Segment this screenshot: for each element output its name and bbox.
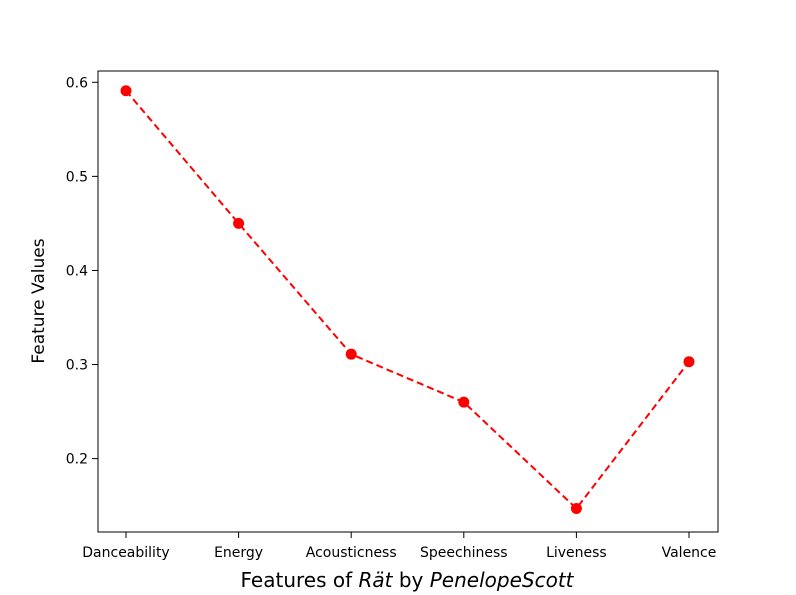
data-point-liveness	[570, 502, 582, 514]
x-tick-label: Liveness	[546, 545, 607, 561]
data-point-danceability	[120, 85, 132, 97]
y-tick-label: 0.4	[66, 263, 88, 279]
x-tick-label: Danceability	[82, 545, 169, 561]
y-tick-label: 0.6	[66, 75, 88, 91]
data-point-acousticness	[345, 348, 357, 360]
y-axis-title: Feature Values	[29, 238, 49, 363]
x-axis-title-artist: PenelopeScott	[430, 568, 575, 592]
y-axis-ticks: 0.2 0.3 0.4 0.5 0.6	[66, 75, 98, 468]
x-axis-title: Features of Rät by PenelopeScott	[241, 568, 575, 592]
data-point-valence	[683, 356, 695, 368]
x-tick-label: Speechiness	[420, 545, 508, 561]
plot-area	[97, 70, 719, 533]
data-point-energy	[233, 217, 245, 229]
x-axis-title-song: Rät	[359, 568, 394, 592]
x-axis-title-prefix: Features of	[241, 568, 359, 592]
data-point-speechiness	[458, 396, 470, 408]
data-points	[120, 85, 695, 514]
x-tick-label: Acousticness	[306, 545, 397, 561]
y-tick-label: 0.5	[66, 169, 88, 185]
series-line	[125, 90, 690, 510]
y-tick-label: 0.2	[66, 452, 88, 468]
x-tick-label: Valence	[662, 545, 717, 561]
x-axis-title-middle: by	[393, 568, 430, 592]
x-tick-label: Energy	[214, 545, 263, 561]
x-axis-ticks: Danceability Energy Acousticness Speechines…	[82, 532, 716, 561]
y-tick-label: 0.3	[66, 358, 88, 374]
